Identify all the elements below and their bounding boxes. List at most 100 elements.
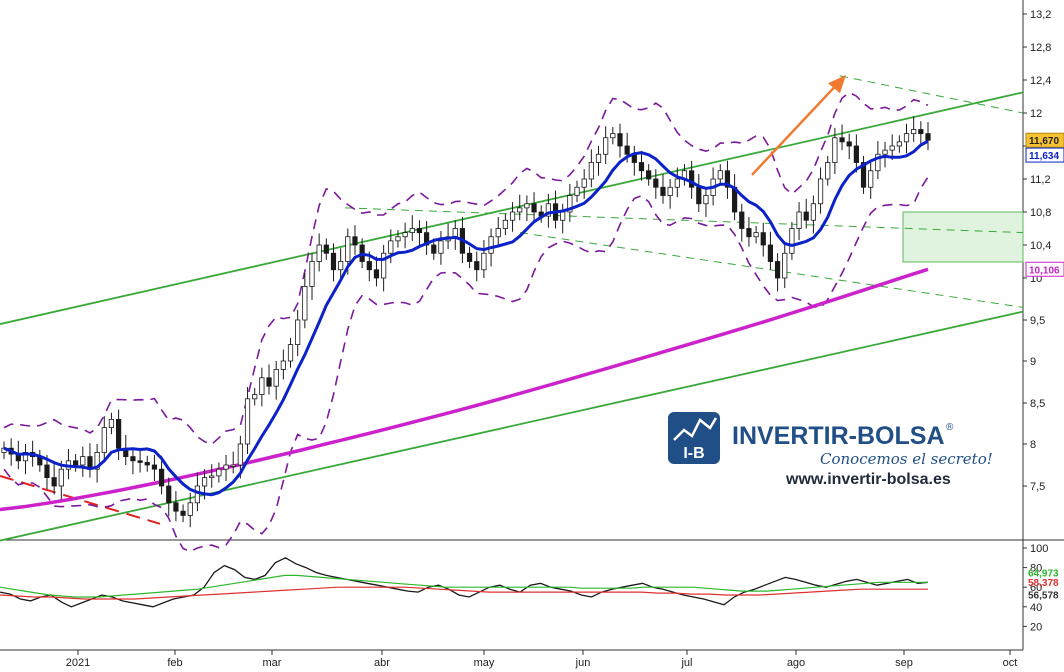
osc-tick-label: 40 <box>1030 602 1042 614</box>
candle <box>610 127 616 145</box>
candle-body <box>302 285 308 321</box>
candle-body <box>603 137 609 155</box>
candle <box>524 195 530 222</box>
candle <box>144 455 150 472</box>
candle-body <box>825 162 831 180</box>
price-tick-label: 12,8 <box>1030 42 1051 54</box>
trend-channel <box>0 75 1024 542</box>
candle-body <box>696 186 702 205</box>
candle <box>316 233 322 272</box>
candle <box>416 220 423 246</box>
candle <box>424 221 430 255</box>
candle-body <box>73 460 79 466</box>
candle <box>402 222 408 249</box>
oscillator-signal-green <box>0 574 928 598</box>
candle-body <box>194 485 200 504</box>
candle <box>660 174 666 204</box>
candle <box>80 446 86 477</box>
price-tick-label: 8,5 <box>1030 398 1045 410</box>
candle-body <box>796 211 802 229</box>
candle <box>180 504 186 523</box>
candle <box>352 225 358 255</box>
candle <box>509 202 516 232</box>
candle-body <box>882 149 888 155</box>
candle-body <box>101 427 107 453</box>
channel-top-dashed <box>839 75 1024 114</box>
candle-body <box>774 261 781 279</box>
candle-body <box>531 203 537 213</box>
candle <box>868 160 874 199</box>
candle <box>925 122 931 151</box>
candle <box>108 412 115 435</box>
candle <box>796 202 802 241</box>
candle-body <box>137 460 143 463</box>
candle-body <box>381 252 387 279</box>
candle <box>889 134 895 161</box>
candle <box>388 229 394 264</box>
candle <box>302 273 308 329</box>
candle <box>445 223 451 250</box>
osc-tick-label: 20 <box>1030 621 1042 633</box>
candle-body <box>209 475 215 479</box>
candle-body <box>151 464 158 470</box>
resistance-red-dashed <box>0 474 161 525</box>
candle-body <box>388 240 394 254</box>
candle <box>724 160 731 199</box>
candle-body <box>767 244 774 262</box>
candle-body <box>911 129 917 135</box>
candle <box>653 169 659 199</box>
candle-body <box>252 394 258 400</box>
candle <box>209 464 215 488</box>
candle-body <box>466 252 473 262</box>
time-axis: 2021 feb mar abr may jun jul ago sep oct <box>66 650 1017 669</box>
candle <box>466 246 473 269</box>
candle-body <box>517 207 523 213</box>
candle-body <box>653 178 659 188</box>
candle <box>918 121 924 147</box>
candle <box>832 127 838 175</box>
candle-body <box>782 252 788 279</box>
candlesticks <box>1 116 931 528</box>
last-price-label-box <box>1025 132 1064 148</box>
candle <box>531 192 537 222</box>
target-arrow <box>751 75 846 176</box>
time-tick-label: ago <box>787 657 805 669</box>
candle-body <box>560 211 566 221</box>
candle-body <box>402 232 408 238</box>
candle-body <box>287 344 294 362</box>
candle <box>789 221 795 260</box>
candle <box>545 193 551 228</box>
candle <box>116 409 122 460</box>
candle <box>130 448 136 475</box>
candle <box>474 251 480 282</box>
candle-body <box>180 510 186 516</box>
candle <box>244 387 251 455</box>
candle-body <box>588 162 594 180</box>
logo-badge-text: I-B <box>683 445 704 462</box>
candle-body <box>366 261 372 271</box>
candle-body <box>846 141 852 147</box>
candle-body <box>760 232 766 246</box>
candle-body <box>803 211 809 221</box>
candle-body <box>868 170 874 188</box>
candle-body <box>817 178 824 205</box>
candle <box>22 444 29 475</box>
candle <box>259 367 265 407</box>
candle-body <box>488 236 494 254</box>
price-tick-label: 9 <box>1030 356 1036 368</box>
candle-body <box>545 203 551 217</box>
candle <box>330 243 337 282</box>
candle-body <box>810 203 816 221</box>
candle-body <box>660 186 666 196</box>
candle <box>280 349 286 380</box>
bollinger-bands <box>3 91 929 553</box>
candle-body <box>452 228 458 238</box>
candle <box>617 123 623 158</box>
brand-logo: I-B INVERTIR-BOLSA ® Conocemos el secret… <box>668 412 993 488</box>
moving-average-200 <box>0 267 929 512</box>
candle <box>295 309 301 357</box>
candle-body <box>130 456 136 462</box>
candle-body <box>273 368 279 387</box>
candle <box>137 449 143 473</box>
channel-upper-line <box>0 91 1024 325</box>
